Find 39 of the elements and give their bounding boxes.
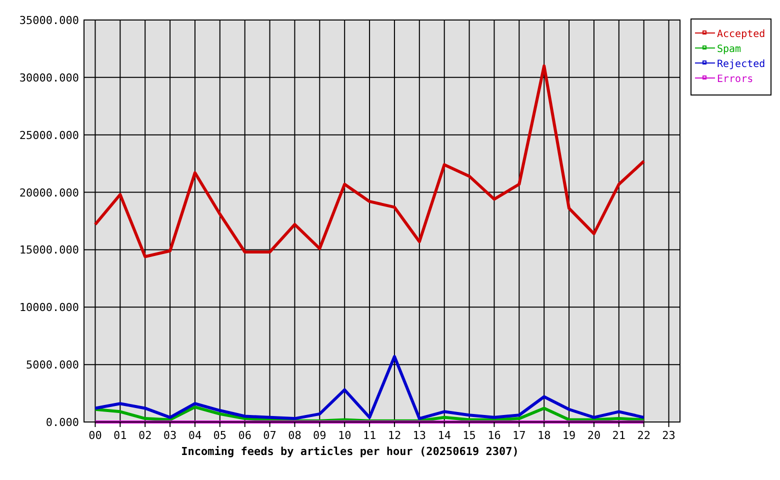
x-tick-label: 03 <box>163 429 177 442</box>
y-tick-label: 25000.000 <box>19 128 79 142</box>
y-tick-label: 20000.000 <box>19 186 79 200</box>
x-tick-label: 15 <box>462 429 476 442</box>
x-tick-label: 07 <box>263 429 276 442</box>
x-tick-label: 18 <box>537 429 551 442</box>
x-tick-label: 21 <box>612 429 626 442</box>
x-tick-label: 01 <box>114 429 127 442</box>
x-tick-label: 09 <box>313 429 326 442</box>
x-tick-label: 02 <box>138 429 152 442</box>
x-tick-label: 10 <box>338 429 352 442</box>
x-tick-label: 17 <box>512 429 526 442</box>
x-tick-label: 06 <box>238 429 252 442</box>
x-tick-label: 11 <box>362 429 376 442</box>
y-tick-label: 10000.000 <box>19 301 79 314</box>
y-tick-label: 0.000 <box>46 416 79 429</box>
y-tick-label: 5000.000 <box>26 358 79 372</box>
legend-label: Spam <box>717 44 742 55</box>
line-series <box>94 355 646 420</box>
legend-label: Rejected <box>717 59 766 70</box>
x-tick-label: 08 <box>288 429 302 442</box>
x-tick-label: 16 <box>488 429 501 442</box>
y-tick-label: 35000.000 <box>19 14 79 27</box>
x-axis-title: Incoming feeds by articles per hour (20250619 2307) <box>181 445 519 458</box>
line-series <box>94 64 646 258</box>
x-tick-label: 13 <box>412 429 426 442</box>
x-tick-label: 22 <box>637 429 650 442</box>
x-tick-label: 20 <box>587 429 601 442</box>
legend-label: Accepted <box>717 29 766 40</box>
x-tick-label: 23 <box>662 429 676 442</box>
y-tick-label: 30000.000 <box>19 71 79 84</box>
x-tick-label: 14 <box>438 429 452 442</box>
x-tick-label: 12 <box>388 429 402 442</box>
x-tick-label: 19 <box>562 429 576 442</box>
legend-label: Errors <box>717 74 754 85</box>
x-tick-label: 04 <box>188 429 202 442</box>
y-tick-label: 15000.000 <box>19 244 79 257</box>
x-tick-label: 00 <box>88 429 102 442</box>
x-tick-label: 05 <box>213 429 227 442</box>
